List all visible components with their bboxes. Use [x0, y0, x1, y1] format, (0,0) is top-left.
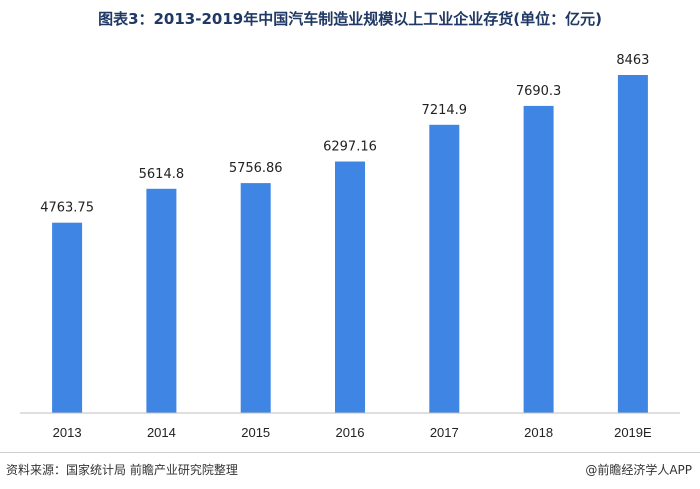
footer-divider — [0, 452, 700, 453]
data-label-2017: 7214.9 — [422, 103, 468, 118]
x-tick-label-2014: 2014 — [147, 425, 176, 440]
data-label-2016: 6297.16 — [323, 140, 377, 155]
bars-group — [52, 75, 648, 414]
bar-2018 — [523, 105, 554, 414]
bar-2016 — [335, 161, 365, 413]
data-label-2015: 5756.86 — [229, 161, 283, 176]
bar-2013 — [52, 222, 83, 413]
x-tick-label-2019E: 2019E — [614, 425, 652, 440]
x-tick-label-2013: 2013 — [53, 425, 82, 440]
chart-title: 图表3：2013-2019年中国汽车制造业规模以上工业企业存货(单位：亿元) — [98, 10, 602, 28]
bar-2017 — [429, 124, 460, 414]
x-tick-label-2016: 2016 — [336, 425, 365, 440]
bar-2019E — [617, 75, 648, 413]
data-label-2013: 4763.75 — [40, 201, 94, 216]
x-tick-label-2015: 2015 — [241, 425, 270, 440]
credit-note: @前瞻经济学人APP — [585, 463, 692, 477]
bar-2015 — [240, 183, 271, 413]
source-note: 资料来源：国家统计局 前瞻产业研究院整理 — [6, 463, 238, 477]
data-label-2014: 5614.8 — [139, 167, 185, 182]
bar-2014 — [146, 188, 177, 413]
labels-group: 4763.75 2013 5614.8 2014 5756.86 2015 6297.16 2… — [40, 53, 652, 440]
x-tick-label-2017: 2017 — [430, 425, 459, 440]
x-tick-label-2018: 2018 — [524, 425, 553, 440]
data-label-2018: 7690.3 — [516, 84, 562, 99]
data-label-2019E: 8463 — [616, 53, 649, 68]
